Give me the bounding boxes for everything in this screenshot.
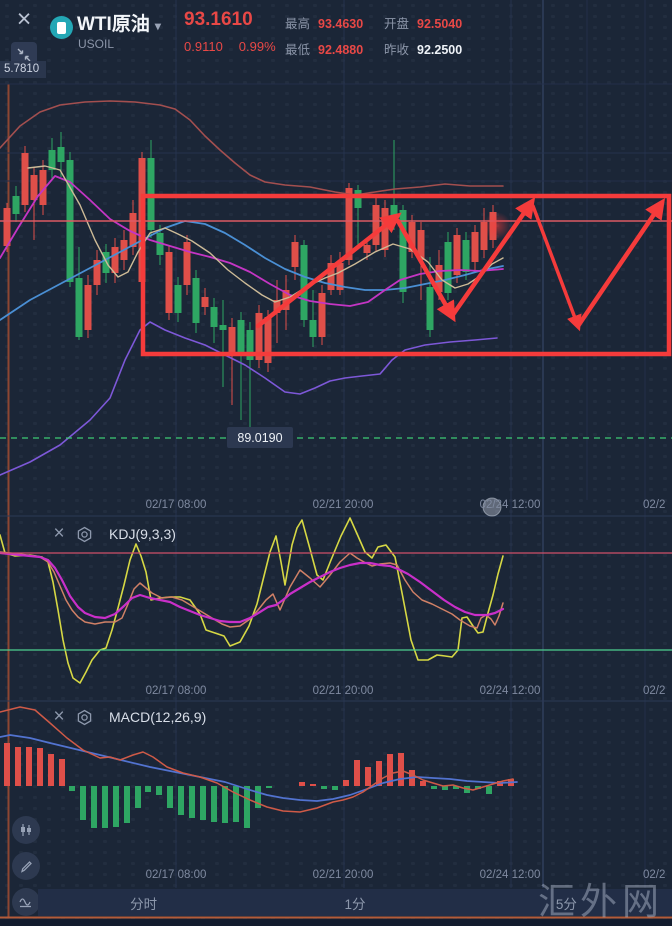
main-time-axis: 02/17 08:00 02/21 20:00 02/24 12:00 02/2: [145, 499, 666, 511]
tab-fenshi[interactable]: 分时: [130, 896, 158, 912]
instrument-title-text: WTI原油: [77, 14, 150, 35]
stat-prev-close: 昨收 92.2500: [384, 43, 463, 57]
stat-value-1: 92.5040: [417, 17, 463, 31]
bottom-strip: [0, 919, 672, 926]
change-percent: 0.99%: [238, 39, 276, 54]
indicator-button[interactable]: [12, 888, 40, 916]
tab-5min[interactable]: 5分: [555, 896, 577, 912]
instrument-icon: [50, 16, 73, 39]
draw-button[interactable]: [12, 852, 40, 880]
axis-price-label: 5.7810: [0, 61, 47, 78]
stat-value-0: 93.4630: [318, 17, 364, 31]
instrument-symbol: USOIL: [78, 37, 115, 51]
macd-time-axis: 02/17 08:00 02/21 20:00 02/24 12:00 02/2: [145, 869, 666, 881]
macd-close-icon[interactable]: ×: [53, 706, 65, 727]
kdj-close-icon[interactable]: ×: [53, 523, 65, 544]
stat-low: 最低 92.4880: [285, 43, 364, 57]
kdj-settings-icon[interactable]: [76, 526, 93, 543]
kdj-panel-header: × KDJ(9,3,3): [46, 523, 176, 545]
timeframe-toolbar: 分时 1分 5分: [38, 889, 672, 916]
macd-settings-icon[interactable]: [76, 709, 93, 726]
stat-open: 开盘 92.5040: [384, 17, 463, 31]
kdj-title: KDJ(9,3,3): [109, 526, 176, 542]
instrument-title[interactable]: WTI原油 ▾: [77, 9, 161, 36]
pencil-icon: [20, 860, 32, 873]
stat-value-3: 92.2500: [417, 43, 463, 57]
last-price: 93.1610: [184, 9, 253, 30]
tab-1min[interactable]: 1分: [344, 896, 366, 912]
price-change: 0.9110 0.99%: [184, 39, 292, 54]
stat-high: 最高 93.4630: [285, 17, 364, 31]
chevron-down-icon: ▾: [154, 19, 161, 33]
kdj-time-axis: 02/17 08:00 02/21 20:00 02/24 12:00 02/2: [145, 685, 666, 697]
close-icon[interactable]: ×: [16, 5, 32, 33]
chart-type-button[interactable]: [12, 816, 40, 844]
marked-low-price-label: 89.0190: [227, 427, 293, 448]
change-value: 0.9110: [184, 39, 223, 54]
stat-value-2: 92.4880: [318, 43, 364, 57]
macd-panel-header: × MACD(12,26,9): [46, 706, 206, 728]
candlestick-icon: [21, 824, 31, 836]
wave-icon: [18, 898, 31, 908]
collapse-arrows-icon: [17, 48, 31, 62]
macd-title: MACD(12,26,9): [109, 709, 207, 725]
